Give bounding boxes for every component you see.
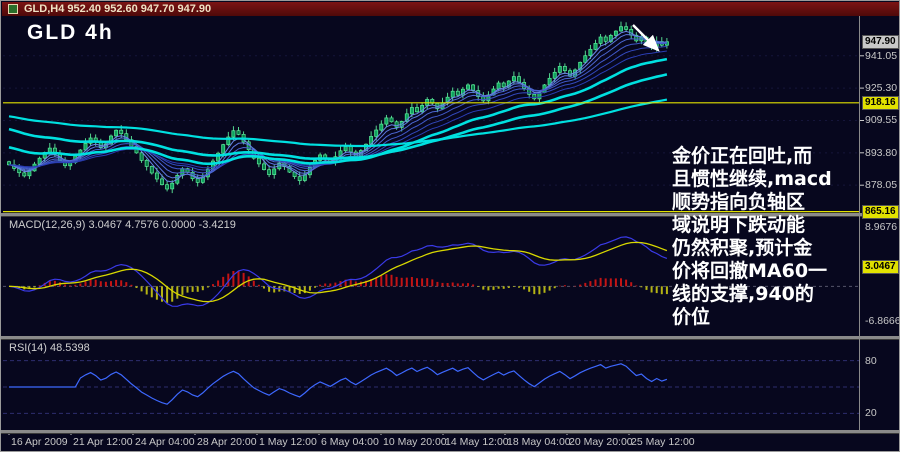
annotation-line: 价将回撤MA60一 <box>672 260 828 282</box>
time-axis-label: 28 Apr 20:00 <box>197 436 257 448</box>
rsi-scale-label: 20 <box>865 407 877 420</box>
annotation-line: 顺势指向负轴区 <box>672 191 806 213</box>
chart-watermark-label: GLD 4h <box>27 21 114 44</box>
title-text: GLD,H4 952.40 952.60 947.70 947.90 <box>24 3 212 15</box>
price-scale-label: 941.05 <box>865 49 898 62</box>
price-scale-label: 925.30 <box>865 82 898 95</box>
rsi-scale-label: 80 <box>865 354 877 367</box>
annotation-line: 价位 <box>672 306 711 328</box>
panel-separator-rsi[interactable] <box>1 336 899 340</box>
time-axis-label: 10 May 20:00 <box>383 436 447 448</box>
macd-indicator-label: MACD(12,26,9) 3.0467 4.7576 0.0000 -3.42… <box>9 219 236 231</box>
rsi-panel-area[interactable] <box>3 339 859 431</box>
annotation-line: 仍然积聚,预计金 <box>672 237 813 259</box>
hline-price-box: 865.16 <box>862 204 899 219</box>
price-scale-label: 878.05 <box>865 179 898 192</box>
price-scale-label: 893.80 <box>865 146 898 159</box>
panel-separator-axis[interactable] <box>1 430 899 434</box>
scale-separator <box>859 16 860 432</box>
time-axis-label: 14 May 12:00 <box>445 436 509 448</box>
time-axis-label: 20 May 20:00 <box>569 436 633 448</box>
annotation-line: 且惯性继续,macd <box>672 168 832 190</box>
price-scale-label: 909.55 <box>865 114 898 127</box>
time-axis-label: 21 Apr 12:00 <box>73 436 133 448</box>
macd-scale-label: 8.9676 <box>865 221 898 233</box>
time-axis-label: 18 May 04:00 <box>507 436 571 448</box>
rsi-indicator-label: RSI(14) 48.5398 <box>9 342 90 354</box>
hline-price-box: 918.16 <box>862 95 899 110</box>
annotation-line: 域说明下跌动能 <box>672 214 806 236</box>
time-axis-label: 25 May 12:00 <box>631 436 695 448</box>
chart-title-bar[interactable]: GLD,H4 952.40 952.60 947.70 947.90 <box>2 2 899 16</box>
macd-value-box: 3.0467 <box>862 259 899 274</box>
chart-icon <box>8 4 18 14</box>
time-axis-label: 1 May 12:00 <box>259 436 317 448</box>
annotation-line: 金价正在回吐,而 <box>672 145 813 167</box>
annotation-line: 线的支撑,940的 <box>672 283 814 305</box>
time-axis-label: 6 May 04:00 <box>321 436 379 448</box>
annotation-text: 金价正在回吐,而 且惯性继续,macd 顺势指向负轴区 域说明下跌动能 仍然积聚,预计金… <box>672 145 868 329</box>
time-axis-label: 24 Apr 04:00 <box>135 436 195 448</box>
current-price-box: 947.90 <box>862 34 899 49</box>
panel-separator-macd[interactable] <box>1 213 899 217</box>
price-scale[interactable]: 941.05 925.30 909.55 893.80 878.05 947.90 918.… <box>861 16 900 432</box>
macd-scale-label: -6.8666 <box>865 315 900 327</box>
time-axis-label: 16 Apr 2009 <box>11 436 68 448</box>
time-axis[interactable]: 16 Apr 2009 21 Apr 12:00 24 Apr 04:00 28 Ap… <box>1 433 899 451</box>
